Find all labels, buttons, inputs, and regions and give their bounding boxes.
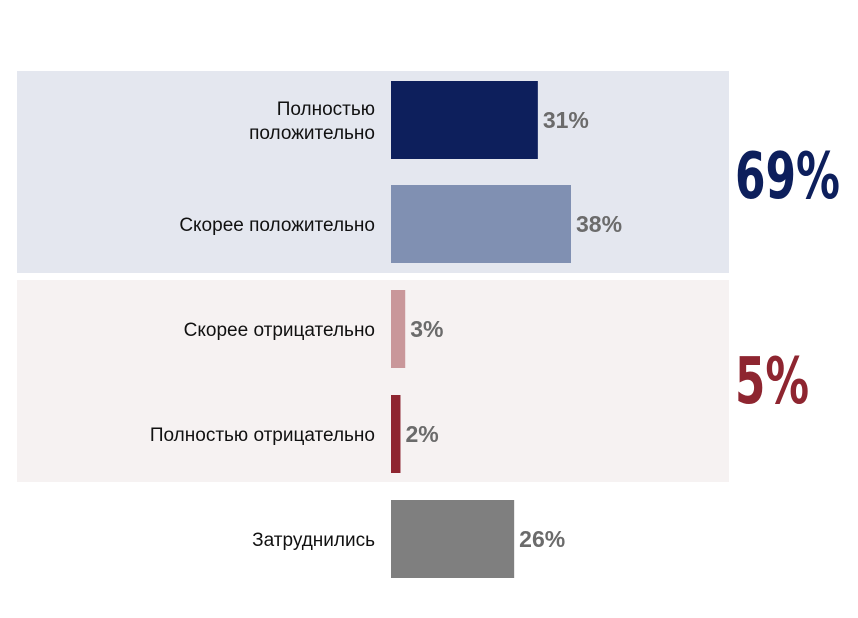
bar-3 <box>391 290 406 368</box>
category-label-1: Полностью положительно <box>249 99 375 144</box>
group-total-2: 5% <box>735 345 809 419</box>
category-label-2: Скорее положительно <box>179 215 375 236</box>
value-label-4: 2% <box>405 421 438 447</box>
category-label-5: Затруднились <box>252 530 375 551</box>
group-bands <box>17 71 729 482</box>
category-labels: Полностью положительно Скорее положительно… <box>150 99 375 551</box>
group-band-1 <box>17 71 729 273</box>
category-label-3: Скорее отрицательно <box>184 320 375 341</box>
bars <box>391 81 571 578</box>
bar-1 <box>391 81 538 159</box>
value-labels: 31% 38% 3% 2% 26% <box>405 107 622 552</box>
bar-2 <box>391 185 571 263</box>
group-total-1: 69% <box>735 140 840 214</box>
value-label-3: 3% <box>410 316 443 342</box>
value-label-5: 26% <box>519 526 565 552</box>
category-label-4: Полностью отрицательно <box>150 425 375 446</box>
value-label-2: 38% <box>576 211 622 237</box>
bar-4 <box>391 395 401 473</box>
bar-5 <box>391 500 515 578</box>
value-label-1: 31% <box>543 107 589 133</box>
group-band-2 <box>17 280 729 482</box>
group-totals: 69% 5% <box>735 140 840 419</box>
